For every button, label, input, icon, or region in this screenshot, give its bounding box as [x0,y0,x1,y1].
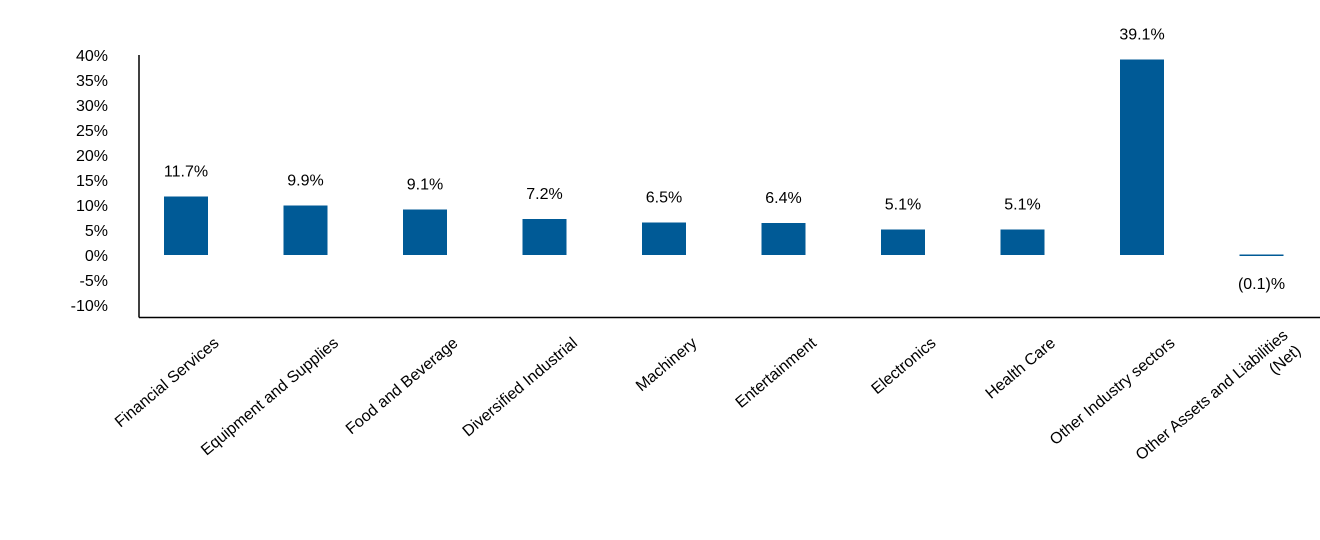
bar [164,196,208,255]
category-label-line: Equipment and Supplies [198,335,342,460]
category-label: Financial Services [112,335,222,431]
category-label: Food and Beverage [343,335,462,438]
y-tick-label: 40% [76,48,108,65]
data-label: 9.9% [287,173,323,190]
y-tick-label: 30% [76,98,108,115]
data-label: (0.1)% [1238,276,1285,293]
data-label: 6.5% [646,190,682,207]
bar [403,209,447,255]
data-label: 9.1% [407,177,443,194]
y-axis-ticks: 40% 35% 30% 25% 20% 15% 10% 5% 0% -5% -10% [71,48,108,315]
bar [522,219,567,255]
bar [1000,229,1045,255]
y-tick-label: -10% [71,298,108,315]
category-label-line: Financial Services [112,335,222,431]
data-label: 39.1% [1119,27,1164,44]
category-label-line: Diversified Industrial [460,335,581,441]
bar [1120,59,1164,255]
data-label: 7.2% [526,186,562,203]
category-label: Electronics [869,335,940,398]
category-label-line: Food and Beverage [343,335,462,438]
category-label: Machinery [633,335,700,395]
bar [881,229,925,255]
data-labels: 11.7% 9.9% 9.1% 7.2% 6.5% 6.4% 5.1% 5.1% 39.1% (0… [164,27,1285,294]
y-tick-label: 20% [76,148,108,165]
category-label: Equipment and Supplies [198,335,342,460]
data-label: 11.7% [164,164,208,181]
category-label: Entertainment [733,334,821,411]
y-tick-label: 0% [85,248,108,265]
bar [1239,254,1284,256]
category-label-line: Entertainment [733,334,821,411]
category-label: Diversified Industrial [460,335,581,441]
y-tick-label: 5% [85,223,108,240]
y-tick-label: 35% [76,73,108,90]
bar [283,205,328,255]
category-label-line: Machinery [633,335,700,395]
data-label: 5.1% [1004,197,1040,214]
y-tick-label: 25% [76,123,108,140]
category-label-line: Health Care [983,335,1059,403]
y-tick-label: 15% [76,173,108,190]
bar [761,223,806,255]
bar [642,222,686,255]
bars [164,59,1284,256]
data-label: 5.1% [885,197,921,214]
data-label: 6.4% [765,190,801,207]
category-label: Health Care [983,335,1059,403]
y-tick-label: -5% [80,273,108,290]
y-tick-label: 10% [76,198,108,215]
category-label-line: Electronics [869,335,940,398]
